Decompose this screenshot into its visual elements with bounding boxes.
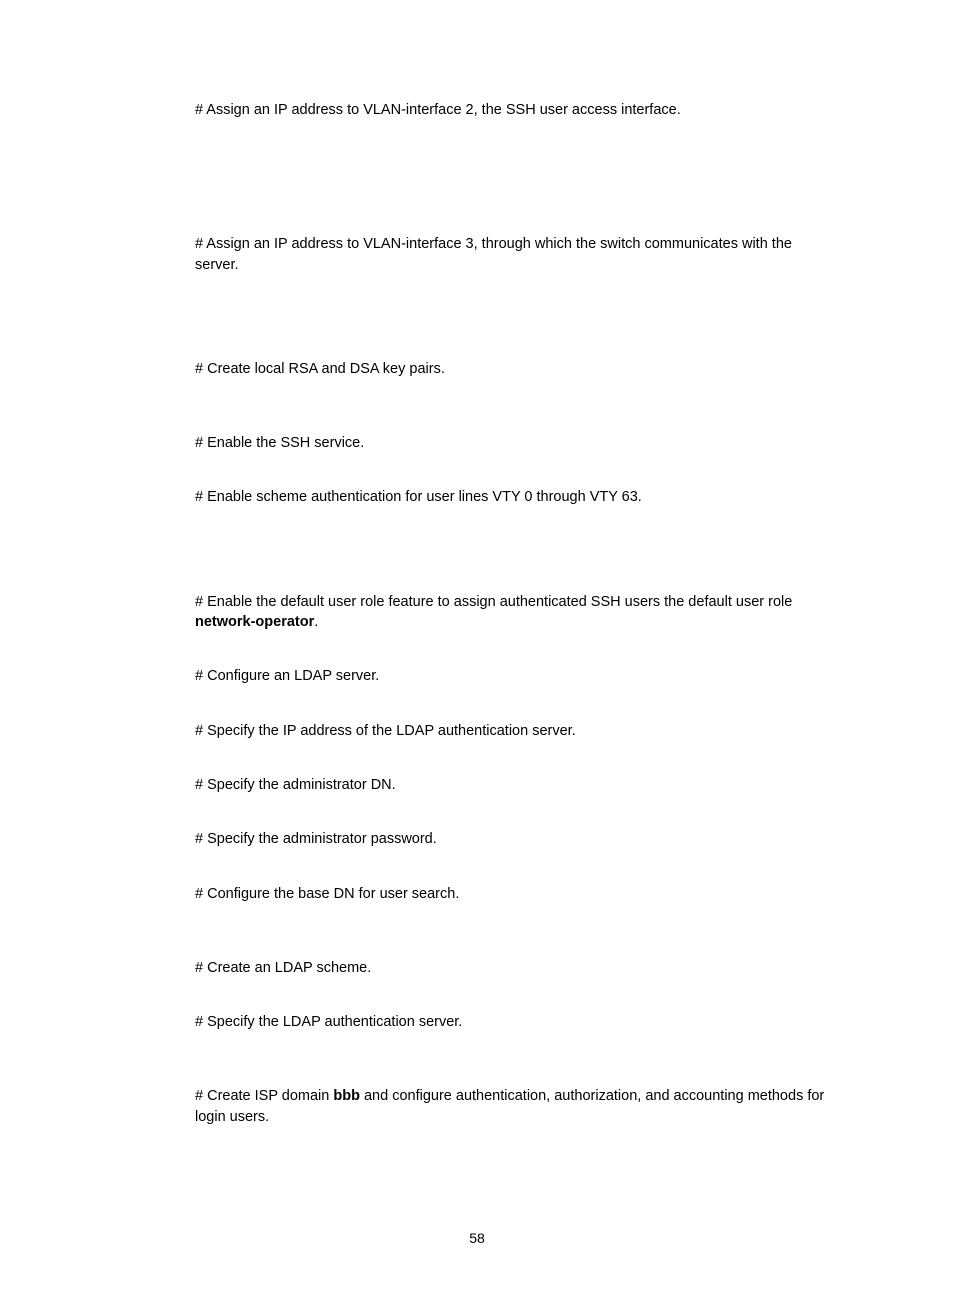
doc-line: # Specify the administrator password. (195, 829, 835, 849)
doc-line: # Assign an IP address to VLAN-interface… (195, 100, 835, 120)
doc-line: # Enable the SSH service. (195, 433, 835, 453)
text-run: . (314, 614, 318, 630)
text-run: # Create local RSA and DSA key pairs. (195, 361, 445, 377)
doc-line: # Specify the LDAP authentication server… (195, 1012, 835, 1032)
doc-line: # Configure the base DN for user search. (195, 884, 835, 904)
text-run: # Assign an IP address to VLAN-interface… (195, 236, 792, 272)
doc-line: # Specify the administrator DN. (195, 775, 835, 795)
doc-line: # Enable scheme authentication for user … (195, 487, 835, 507)
bold-text: bbb (333, 1088, 360, 1104)
text-run: # Specify the administrator password. (195, 831, 437, 847)
page-number: 58 (0, 1230, 954, 1246)
text-run: # Enable the default user role feature t… (195, 594, 792, 610)
document-body: # Assign an IP address to VLAN-interface… (195, 100, 835, 1127)
text-run: # Configure an LDAP server. (195, 668, 379, 684)
doc-line: # Create ISP domain bbb and configure au… (195, 1086, 835, 1127)
doc-line: # Assign an IP address to VLAN-interface… (195, 234, 835, 275)
text-run: # Specify the IP address of the LDAP aut… (195, 723, 576, 739)
text-run: # Enable scheme authentication for user … (195, 489, 642, 505)
text-run: # Specify the administrator DN. (195, 777, 396, 793)
text-run: # Create an LDAP scheme. (195, 960, 371, 976)
doc-line: # Specify the IP address of the LDAP aut… (195, 721, 835, 741)
doc-line: # Configure an LDAP server. (195, 666, 835, 686)
text-run: # Configure the base DN for user search. (195, 886, 459, 902)
text-run: # Enable the SSH service. (195, 435, 364, 451)
bold-text: network-operator (195, 614, 314, 630)
text-run: # Assign an IP address to VLAN-interface… (195, 102, 681, 118)
text-run: # Create ISP domain (195, 1088, 333, 1104)
doc-line: # Create an LDAP scheme. (195, 958, 835, 978)
text-run: # Specify the LDAP authentication server… (195, 1014, 462, 1030)
doc-line: # Enable the default user role feature t… (195, 592, 835, 633)
doc-line: # Create local RSA and DSA key pairs. (195, 359, 835, 379)
